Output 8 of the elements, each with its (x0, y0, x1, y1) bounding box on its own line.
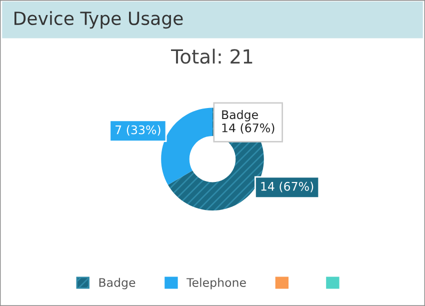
text: Badge (222, 110, 258, 122)
data-label: 7 (33%) (116, 125, 160, 136)
legend-label: Badge (99, 278, 136, 290)
data-label: 14 (67%) (261, 182, 314, 192)
chart-title: Device Type Usage (14, 11, 183, 29)
text: 14 (67%) (222, 123, 274, 134)
legend-label: Telephone (186, 278, 246, 290)
chart-subtitle: Total: 21 (171, 48, 252, 64)
